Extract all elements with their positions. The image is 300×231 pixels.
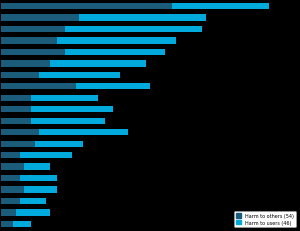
- Bar: [2, 84, 76, 90]
- Bar: [2, 27, 64, 33]
- Bar: [20, 175, 57, 181]
- Bar: [2, 130, 38, 136]
- Bar: [2, 107, 31, 113]
- Bar: [24, 187, 57, 193]
- Bar: [2, 141, 35, 147]
- Bar: [13, 221, 31, 227]
- Bar: [57, 38, 176, 44]
- Bar: [2, 118, 31, 124]
- Bar: [2, 4, 172, 10]
- Bar: [2, 198, 20, 204]
- Bar: [2, 38, 57, 44]
- Bar: [64, 50, 165, 56]
- Bar: [31, 95, 98, 101]
- Bar: [2, 73, 38, 79]
- Bar: [20, 198, 46, 204]
- Bar: [2, 152, 20, 158]
- Bar: [2, 187, 24, 193]
- Bar: [172, 4, 269, 10]
- Bar: [2, 95, 31, 101]
- Bar: [64, 27, 202, 33]
- Bar: [76, 84, 150, 90]
- Bar: [2, 221, 13, 227]
- Bar: [2, 61, 50, 67]
- Legend: Harm to others (54), Harm to users (46): Harm to others (54), Harm to users (46): [234, 211, 296, 227]
- Bar: [2, 175, 20, 181]
- Bar: [50, 61, 146, 67]
- Bar: [38, 130, 128, 136]
- Bar: [2, 50, 64, 56]
- Bar: [2, 164, 24, 170]
- Bar: [35, 141, 83, 147]
- Bar: [16, 209, 50, 216]
- Bar: [2, 15, 80, 22]
- Bar: [80, 15, 206, 22]
- Bar: [20, 152, 72, 158]
- Bar: [24, 164, 50, 170]
- Bar: [2, 209, 16, 216]
- Bar: [31, 107, 113, 113]
- Bar: [31, 118, 105, 124]
- Bar: [38, 73, 120, 79]
